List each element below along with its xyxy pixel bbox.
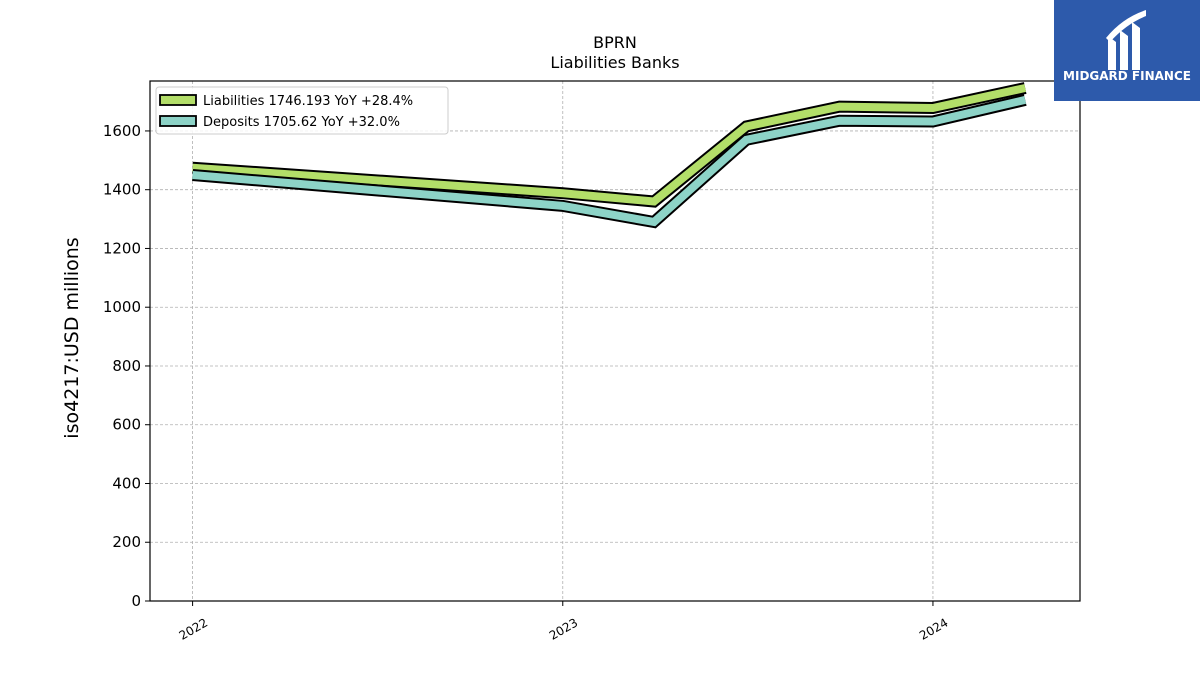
series-lines bbox=[192, 82, 1027, 229]
y-tick-label: 1600 bbox=[103, 122, 141, 140]
x-tick-label: 2023 bbox=[547, 615, 580, 642]
legend-swatch bbox=[159, 115, 197, 127]
grid bbox=[150, 81, 1080, 602]
legend: Liabilities 1746.193 YoY +28.4% Deposits … bbox=[155, 86, 449, 135]
brand-logo: MIDGARD FINANCE bbox=[1054, 0, 1200, 101]
plot-frame bbox=[149, 80, 1081, 602]
y-axis: 0 200 400 600 800 1000 1200 1400 1600 bbox=[103, 122, 150, 610]
x-tick-label: 2022 bbox=[177, 615, 210, 642]
x-tick-label: 2024 bbox=[917, 615, 950, 642]
legend-label: Deposits 1705.62 YoY +32.0% bbox=[203, 115, 400, 130]
y-tick-label: 1200 bbox=[103, 239, 141, 257]
x-axis: 2022 2023 2024 bbox=[177, 601, 950, 643]
y-tick-label: 1000 bbox=[103, 298, 141, 316]
chart-title: BPRN bbox=[593, 33, 637, 52]
y-tick-label: 0 bbox=[131, 592, 141, 610]
series-line-liabilities bbox=[192, 84, 1027, 206]
chart-subtitle: Liabilities Banks bbox=[550, 53, 679, 72]
y-tick-label: 400 bbox=[112, 474, 141, 492]
legend-label: Liabilities 1746.193 YoY +28.4% bbox=[203, 94, 413, 109]
legend-box bbox=[155, 86, 449, 135]
brand-mark-icon bbox=[1106, 10, 1146, 70]
y-tick-label: 600 bbox=[112, 416, 141, 434]
y-tick-label: 200 bbox=[112, 533, 141, 551]
legend-swatch bbox=[159, 94, 197, 106]
y-tick-label: 1400 bbox=[103, 181, 141, 199]
brand-name: MIDGARD FINANCE bbox=[1063, 69, 1191, 83]
y-axis-label: iso4217:USD millions bbox=[61, 237, 83, 438]
y-tick-label: 800 bbox=[112, 357, 141, 375]
series-line-deposits bbox=[192, 96, 1027, 227]
